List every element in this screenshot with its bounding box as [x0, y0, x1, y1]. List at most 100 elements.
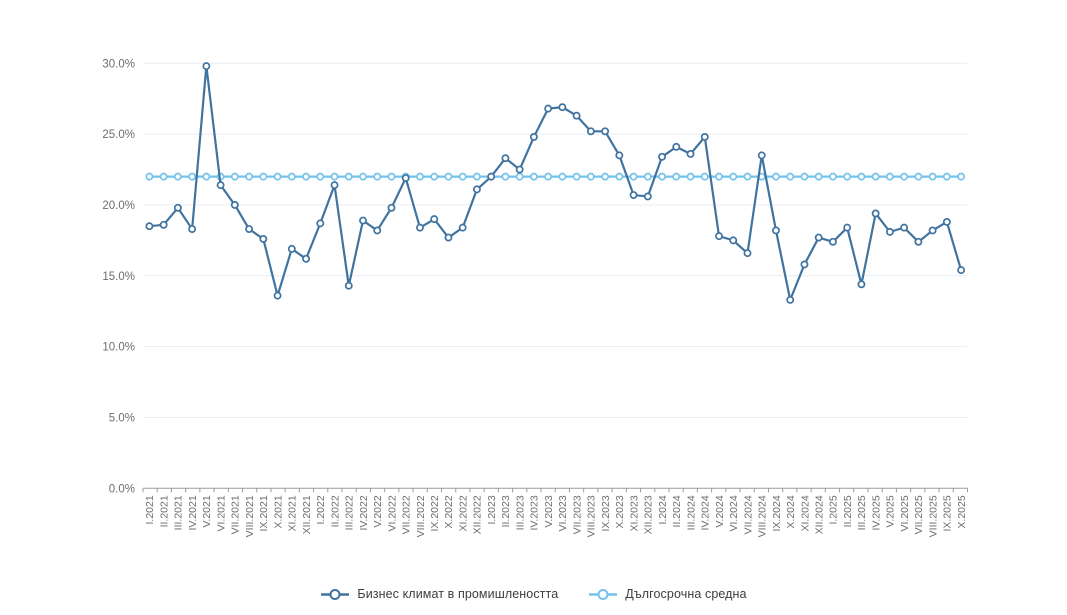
long-term-average-point[interactable] [529, 172, 538, 181]
business-climate-point[interactable] [757, 151, 766, 160]
business-climate-point[interactable] [558, 103, 567, 112]
long-term-average-point[interactable] [159, 172, 168, 181]
long-term-average-point[interactable] [658, 172, 667, 181]
business-climate-point[interactable] [529, 133, 538, 141]
business-climate-point[interactable] [885, 227, 894, 236]
business-climate-point[interactable] [444, 233, 453, 242]
business-climate-point[interactable] [857, 280, 866, 289]
business-climate-point[interactable] [515, 165, 524, 174]
long-term-average-point[interactable] [444, 172, 453, 181]
business-climate-point[interactable] [401, 174, 410, 182]
long-term-average-point[interactable] [344, 172, 353, 181]
business-climate-point[interactable] [501, 154, 510, 163]
long-term-average-point[interactable] [373, 172, 382, 181]
business-climate-point[interactable] [344, 281, 353, 290]
long-term-average-point[interactable] [287, 172, 296, 181]
long-term-average-point[interactable] [259, 172, 268, 181]
long-term-average-point[interactable] [786, 172, 795, 181]
long-term-average-point[interactable] [615, 172, 624, 181]
long-term-average-point[interactable] [544, 172, 553, 181]
business-climate-point[interactable] [245, 225, 254, 233]
business-climate-point[interactable] [843, 223, 852, 232]
business-climate-point[interactable] [700, 133, 709, 141]
long-term-average-point[interactable] [316, 172, 325, 181]
business-climate-point[interactable] [287, 244, 296, 253]
long-term-average-point[interactable] [957, 172, 966, 181]
long-term-average-point[interactable] [273, 172, 282, 181]
business-climate-point[interactable] [173, 203, 182, 212]
long-term-average-point[interactable] [558, 172, 567, 181]
long-term-average-point[interactable] [430, 172, 439, 181]
long-term-average-point[interactable] [800, 172, 809, 181]
long-term-average-point[interactable] [871, 172, 880, 181]
business-climate-point[interactable] [586, 127, 595, 136]
long-term-average-point[interactable] [387, 172, 396, 181]
business-climate-point[interactable] [273, 291, 282, 300]
business-climate-point[interactable] [572, 111, 581, 120]
long-term-average-point[interactable] [629, 172, 638, 181]
business-climate-point[interactable] [871, 209, 880, 218]
business-climate-point[interactable] [928, 226, 937, 235]
business-climate-point[interactable] [686, 150, 695, 158]
long-term-average-point[interactable] [928, 172, 937, 181]
long-term-average-point[interactable] [843, 172, 852, 181]
business-climate-point[interactable] [786, 295, 795, 304]
long-term-average-point[interactable] [245, 172, 254, 181]
business-climate-point[interactable] [188, 225, 197, 233]
business-climate-point[interactable] [672, 142, 681, 151]
business-climate-point[interactable] [643, 192, 652, 201]
business-climate-point[interactable] [230, 201, 239, 209]
business-climate-point[interactable] [216, 181, 225, 190]
long-term-average-point[interactable] [686, 172, 695, 181]
business-climate-point[interactable] [615, 151, 624, 160]
business-climate-point[interactable] [544, 104, 553, 113]
legend-item-long-term-average[interactable]: Дългосрочна средна [588, 587, 747, 601]
long-term-average-point[interactable] [472, 172, 481, 181]
business-climate-point[interactable] [942, 218, 951, 226]
business-climate-point[interactable] [259, 235, 268, 243]
business-climate-point[interactable] [957, 266, 966, 275]
long-term-average-point[interactable] [700, 172, 709, 181]
long-term-average-point[interactable] [173, 172, 182, 181]
long-term-average-point[interactable] [359, 172, 367, 181]
business-climate-point[interactable] [373, 226, 382, 235]
long-term-average-point[interactable] [330, 172, 339, 181]
business-climate-point[interactable] [458, 223, 467, 232]
long-term-average-point[interactable] [302, 172, 310, 181]
long-term-average-point[interactable] [586, 172, 595, 181]
business-climate-point[interactable] [601, 127, 610, 136]
long-term-average-point[interactable] [601, 172, 610, 181]
business-climate-point[interactable] [743, 249, 752, 258]
business-climate-point[interactable] [330, 181, 339, 190]
long-term-average-point[interactable] [188, 172, 197, 181]
long-term-average-point[interactable] [672, 172, 681, 181]
long-term-average-point[interactable] [230, 172, 239, 181]
business-climate-point[interactable] [914, 237, 923, 246]
business-climate-point[interactable] [416, 223, 424, 232]
long-term-average-point[interactable] [145, 172, 154, 181]
long-term-average-point[interactable] [643, 172, 652, 181]
long-term-average-point[interactable] [914, 172, 923, 181]
long-term-average-point[interactable] [900, 172, 909, 181]
long-term-average-point[interactable] [572, 172, 581, 181]
business-climate-point[interactable] [814, 233, 823, 242]
long-term-average-point[interactable] [501, 172, 510, 181]
long-term-average-point[interactable] [202, 172, 211, 181]
legend-item-business-climate[interactable]: Бизнес климат в промишлеността [320, 587, 558, 601]
long-term-average-point[interactable] [857, 172, 866, 181]
business-climate-point[interactable] [202, 62, 211, 71]
business-climate-point[interactable] [487, 172, 496, 181]
business-climate-point[interactable] [772, 226, 780, 235]
long-term-average-point[interactable] [814, 172, 823, 181]
long-term-average-point[interactable] [515, 172, 524, 181]
business-climate-point[interactable] [430, 215, 439, 224]
business-climate-point[interactable] [359, 216, 367, 225]
business-climate-point[interactable] [302, 254, 310, 263]
business-climate-point[interactable] [900, 223, 909, 232]
business-climate-point[interactable] [387, 203, 396, 212]
business-climate-point[interactable] [715, 232, 723, 241]
business-climate-point[interactable] [316, 219, 325, 228]
long-term-average-point[interactable] [743, 172, 752, 181]
business-climate-point[interactable] [828, 237, 837, 246]
business-climate-point[interactable] [658, 152, 667, 161]
